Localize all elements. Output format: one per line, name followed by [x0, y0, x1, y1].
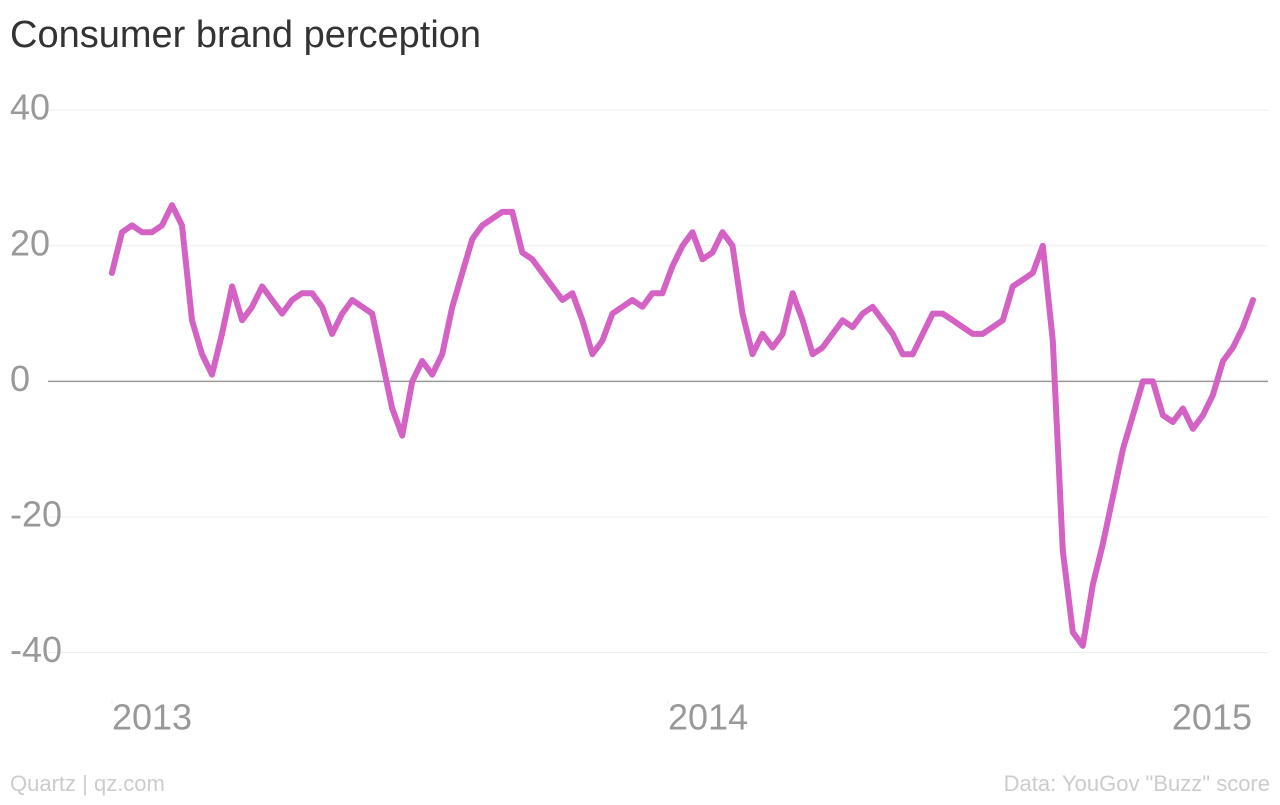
y-tick-label: 20: [10, 222, 50, 263]
chart-title: Consumer brand perception: [10, 14, 481, 56]
y-tick-label: -40: [10, 629, 62, 670]
data-line: [108, 202, 1256, 649]
source: Data: YouGov "Buzz" score: [1004, 771, 1270, 796]
y-tick-label: -20: [10, 493, 62, 534]
y-tick-label: 0: [10, 358, 30, 399]
x-tick-label: 2015: [1172, 697, 1252, 738]
y-tick-label: 40: [10, 87, 50, 128]
x-tick-label: 2014: [668, 697, 748, 738]
credit: Quartz | qz.com: [10, 771, 165, 796]
x-tick-label: 2013: [112, 697, 192, 738]
